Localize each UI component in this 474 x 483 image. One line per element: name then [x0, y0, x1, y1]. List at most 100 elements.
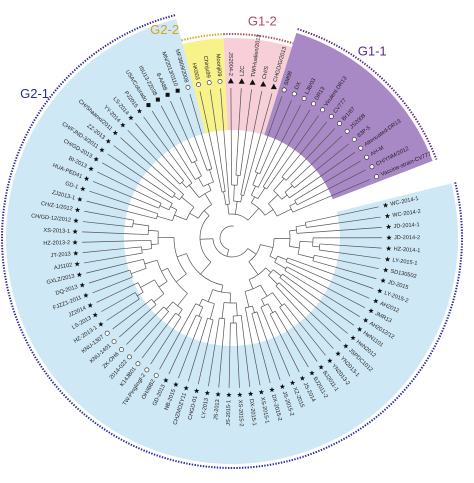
circle-marker-icon	[185, 84, 191, 90]
tip-label: AJ1102	[54, 262, 73, 271]
branch	[267, 303, 274, 313]
triangle-marker-icon	[270, 83, 277, 90]
branch	[203, 181, 214, 187]
branch	[289, 202, 297, 207]
star-marker-icon	[73, 217, 79, 224]
branch	[219, 317, 225, 320]
branch	[219, 225, 234, 250]
branch	[236, 302, 238, 316]
branch	[266, 115, 319, 190]
branch	[312, 245, 320, 248]
circle-marker-icon	[111, 339, 117, 345]
branch	[262, 186, 267, 190]
branch	[251, 313, 271, 384]
star-marker-icon	[327, 357, 333, 364]
branch	[227, 204, 230, 215]
star-marker-icon	[384, 256, 391, 262]
star-marker-icon	[335, 350, 341, 356]
branch	[200, 238, 214, 240]
branch	[255, 171, 260, 175]
group-bands	[6, 19, 458, 465]
tip: CH/GD-12/2012	[31, 213, 79, 224]
branch	[160, 105, 193, 164]
star-marker-icon	[136, 108, 143, 114]
star-marker-icon	[73, 250, 79, 256]
star-marker-icon	[279, 383, 286, 389]
branch	[159, 303, 197, 370]
tip-label: HZ-2014-1	[393, 246, 420, 254]
branch	[284, 303, 326, 356]
tip-label: XS-2015-1	[259, 397, 270, 424]
branch	[134, 292, 140, 300]
tip-label: TW/Hualien/2013	[251, 34, 263, 78]
star-marker-icon	[93, 156, 99, 162]
branch	[197, 319, 214, 385]
branch	[275, 285, 334, 349]
star-marker-icon	[269, 387, 275, 393]
star-marker-icon	[385, 245, 392, 251]
branch	[284, 185, 293, 193]
circle-marker-icon	[153, 373, 159, 378]
branch	[92, 276, 133, 294]
branch	[209, 169, 214, 183]
branch	[261, 292, 273, 300]
branch	[260, 307, 291, 377]
branch	[144, 259, 158, 265]
tip-label: XS-2015-2	[237, 400, 244, 427]
branch	[244, 284, 261, 292]
branch	[296, 169, 366, 206]
tip-label: DX	[294, 81, 303, 91]
branch	[240, 90, 263, 195]
g2-1-band	[6, 19, 458, 465]
branch	[257, 104, 302, 188]
tip-label: HZ-2013-2	[43, 240, 70, 247]
tip-label: JT-2013	[50, 251, 71, 259]
branch	[207, 183, 212, 191]
branch	[170, 101, 198, 161]
branch	[84, 210, 134, 221]
branch	[226, 249, 230, 257]
square-marker-icon	[146, 103, 151, 108]
tip-label: JS-2013	[213, 399, 221, 420]
branch	[135, 123, 184, 181]
branch	[154, 279, 165, 294]
branch	[107, 153, 173, 198]
branch	[174, 214, 187, 221]
branch	[290, 183, 295, 189]
branch	[261, 299, 265, 306]
branch	[223, 191, 227, 205]
tip: XS-2015-1	[258, 389, 270, 424]
branch	[207, 289, 214, 302]
branch	[265, 267, 272, 273]
branch	[129, 270, 133, 278]
tip-label: LZC	[240, 66, 247, 77]
star-marker-icon	[226, 392, 232, 398]
star-marker-icon	[105, 138, 111, 144]
branch	[281, 194, 288, 200]
star-marker-icon	[173, 381, 179, 387]
star-marker-icon	[357, 326, 363, 332]
branch	[198, 299, 203, 306]
circle-marker-icon	[337, 121, 342, 126]
triangle-marker-icon	[260, 81, 267, 87]
branch	[297, 241, 301, 255]
branch	[199, 91, 223, 193]
circle-marker-icon	[281, 87, 287, 93]
circle-marker-icon	[351, 137, 357, 142]
branch	[239, 89, 252, 176]
circle-marker-icon	[104, 330, 110, 336]
branch	[273, 190, 283, 200]
branch	[209, 303, 215, 320]
branch	[82, 239, 152, 243]
branch	[279, 306, 318, 362]
branch	[212, 289, 231, 294]
g1-1-band	[264, 32, 433, 200]
star-marker-icon	[380, 277, 386, 283]
branch	[141, 313, 176, 359]
branch	[292, 179, 371, 213]
branch	[319, 243, 382, 249]
branch	[151, 243, 159, 245]
branch	[200, 261, 212, 275]
circle-marker-icon	[358, 145, 364, 151]
